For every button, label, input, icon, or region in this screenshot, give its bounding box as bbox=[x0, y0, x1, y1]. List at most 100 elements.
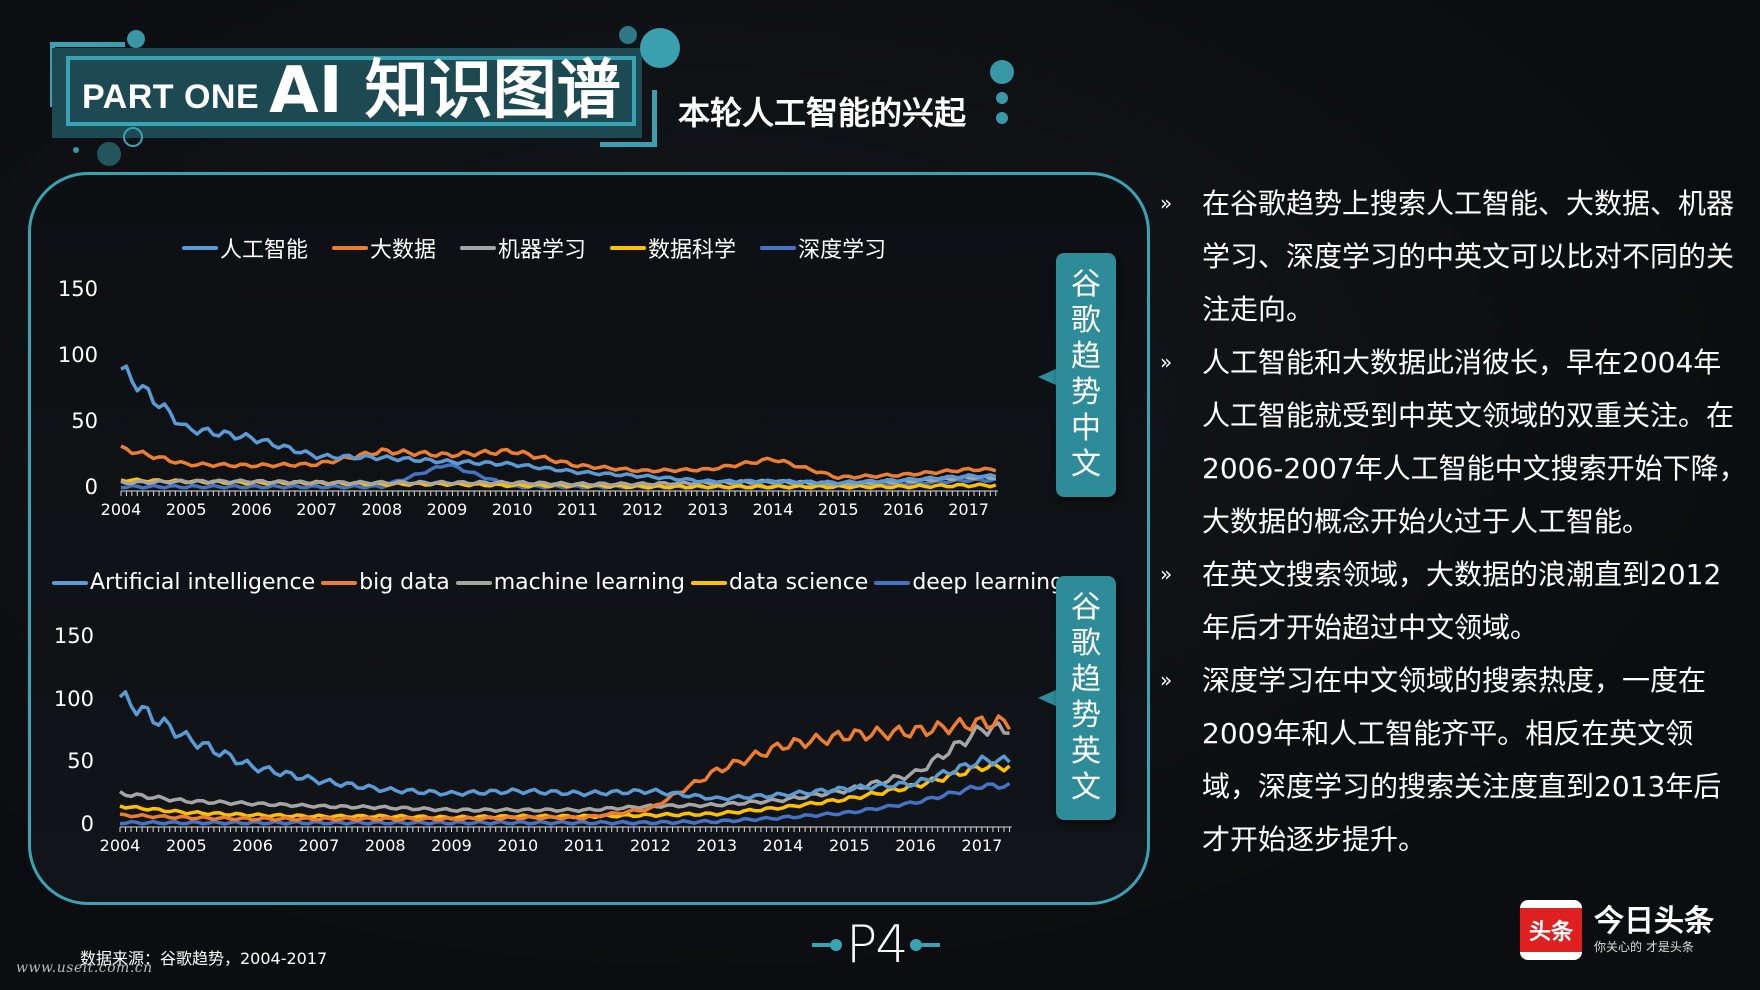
tab-char: 势 bbox=[1071, 698, 1101, 733]
tab-char: 谷 bbox=[1071, 267, 1101, 302]
toutiao-app-icon: 头条 bbox=[1520, 900, 1582, 960]
x-tick: 2015 bbox=[817, 500, 859, 519]
tab-google-trends-english[interactable]: 谷歌趋势英文 bbox=[1056, 576, 1116, 820]
legend-item: big data bbox=[315, 570, 450, 595]
legend-item: 大数据 bbox=[332, 232, 436, 264]
legend-item: 深度学习 bbox=[760, 232, 886, 264]
legend-label: data science bbox=[729, 570, 869, 595]
x-tick: 2014 bbox=[762, 836, 804, 855]
tab-google-trends-chinese[interactable]: 谷歌趋势中文 bbox=[1056, 253, 1116, 497]
title-banner: PART ONE AI 知识图谱 bbox=[66, 56, 636, 126]
tab-char: 趋 bbox=[1071, 339, 1101, 374]
x-tick: 2004 bbox=[99, 836, 141, 855]
x-tick: 2005 bbox=[165, 836, 207, 855]
legend-swatch bbox=[460, 246, 497, 250]
x-tick: 2012 bbox=[622, 500, 663, 519]
y-tick: 50 bbox=[67, 749, 94, 773]
legend-label: 人工智能 bbox=[220, 238, 309, 263]
bullet-marker-icon: » bbox=[1160, 191, 1173, 215]
page-number-text: P4 bbox=[846, 915, 908, 975]
legend-label: 深度学习 bbox=[798, 238, 887, 263]
watermark: www.useit.com.cn bbox=[16, 960, 153, 976]
page-deco-line bbox=[922, 943, 941, 947]
series-line bbox=[120, 364, 997, 486]
legend-item: 人工智能 bbox=[182, 232, 308, 264]
tab-pointer-icon bbox=[1038, 689, 1058, 707]
legend-swatch bbox=[874, 580, 911, 585]
tab-pointer-icon bbox=[1038, 368, 1058, 386]
x-tick: 2017 bbox=[948, 500, 989, 519]
bullet-marker-icon: » bbox=[1160, 562, 1173, 586]
toutiao-logo: 头条 今日头条 你关心的 才是头条 bbox=[1520, 900, 1714, 960]
tab-char: 文 bbox=[1071, 447, 1101, 482]
series-line bbox=[119, 781, 1011, 826]
x-tick: 2015 bbox=[828, 836, 870, 855]
y-tick: 0 bbox=[84, 475, 98, 499]
x-tick: 2005 bbox=[165, 500, 207, 519]
logo-name: 今日头条 bbox=[1594, 903, 1714, 939]
tab-char: 谷 bbox=[1071, 590, 1101, 625]
x-tick: 2011 bbox=[557, 500, 598, 519]
legend-item: Artificial intelligence bbox=[52, 570, 315, 595]
bullet-marker-icon: » bbox=[1160, 350, 1173, 374]
series-line bbox=[119, 761, 1011, 821]
x-tick: 2012 bbox=[630, 836, 671, 855]
page-deco-line bbox=[812, 943, 830, 947]
decor-dot bbox=[640, 28, 680, 68]
legend-item: machine learning bbox=[450, 570, 685, 595]
page-number: P4 bbox=[812, 915, 941, 975]
bullet-text: 在谷歌趋势上搜索人工智能、大数据、机器学习、深度学习的中英文可以比对不同的关注走… bbox=[1202, 187, 1735, 326]
decor-dot bbox=[619, 26, 637, 44]
series-line bbox=[119, 714, 1012, 822]
x-tick: 2008 bbox=[361, 500, 403, 519]
legend-label: 大数据 bbox=[370, 238, 437, 263]
series-line bbox=[120, 474, 996, 488]
chart-panel bbox=[28, 172, 1150, 905]
logo-slogan: 你关心的 才是头条 bbox=[1594, 939, 1694, 954]
part-label: PART ONE bbox=[82, 77, 260, 116]
bullet-text: 在英文搜索领域，大数据的浪潮直到2012年后才开始超过中文领域。 bbox=[1202, 558, 1722, 644]
bullet-item: » 在英文搜索领域，大数据的浪潮直到2012年后才开始超过中文领域。 bbox=[1158, 548, 1748, 654]
legend-item: 机器学习 bbox=[460, 232, 586, 264]
x-tick: 2016 bbox=[883, 500, 924, 519]
bullet-text: 深度学习在中文领域的搜索热度，一度在2009年和人工智能齐平。相反在英文领域，深… bbox=[1202, 664, 1722, 856]
tab-char: 歌 bbox=[1071, 626, 1101, 661]
y-tick: 0 bbox=[80, 812, 94, 836]
legend-swatch bbox=[182, 246, 218, 250]
chart-en-legend: Artificial intelligence big data machine… bbox=[52, 570, 1064, 595]
decor-dot bbox=[990, 60, 1014, 84]
banner-corner-decoration bbox=[600, 90, 657, 147]
x-tick: 2006 bbox=[231, 500, 272, 519]
bullet-marker-icon: » bbox=[1160, 668, 1173, 692]
legend-item: data science bbox=[685, 570, 868, 595]
decor-dot bbox=[73, 147, 79, 153]
legend-item: deep learning bbox=[868, 570, 1064, 595]
legend-swatch bbox=[52, 580, 88, 585]
x-tick: 2016 bbox=[895, 836, 936, 855]
bullet-item: » 深度学习在中文领域的搜索热度，一度在2009年和人工智能齐平。相反在英文领域，… bbox=[1158, 654, 1748, 866]
x-tick: 2007 bbox=[296, 500, 337, 519]
x-tick: 2009 bbox=[426, 500, 468, 519]
page-deco-dot bbox=[830, 939, 842, 951]
x-tick: 2006 bbox=[232, 836, 273, 855]
legend-label: 数据科学 bbox=[648, 238, 737, 263]
page-deco-dot bbox=[910, 939, 923, 951]
decor-dot bbox=[127, 30, 145, 48]
x-tick: 2014 bbox=[752, 500, 794, 519]
series-line bbox=[119, 721, 1010, 814]
bullet-item: » 人工智能和大数据此消彼长，早在2004年人工智能就受到中英文领域的双重关注。在… bbox=[1158, 336, 1748, 548]
y-tick: 150 bbox=[57, 277, 98, 301]
y-tick: 150 bbox=[53, 624, 94, 648]
x-tick: 2008 bbox=[364, 836, 406, 855]
x-tick: 2009 bbox=[431, 836, 472, 855]
chart-cn-legend: 人工智能 大数据 机器学习 数据科学 深度学习 bbox=[182, 232, 886, 264]
logo-icon-text: 头条 bbox=[1520, 908, 1582, 952]
x-tick: 2007 bbox=[298, 836, 340, 855]
bullet-item: » 在谷歌趋势上搜索人工智能、大数据、机器学习、深度学习的中英文可以比对不同的关注… bbox=[1158, 177, 1748, 336]
x-tick: 2013 bbox=[687, 500, 729, 519]
legend-label: deep learning bbox=[912, 570, 1065, 595]
logo-text: 今日头条 你关心的 才是头条 bbox=[1594, 903, 1714, 955]
y-tick: 100 bbox=[57, 343, 98, 367]
tab-char: 英 bbox=[1071, 734, 1101, 769]
legend-swatch bbox=[332, 246, 369, 250]
